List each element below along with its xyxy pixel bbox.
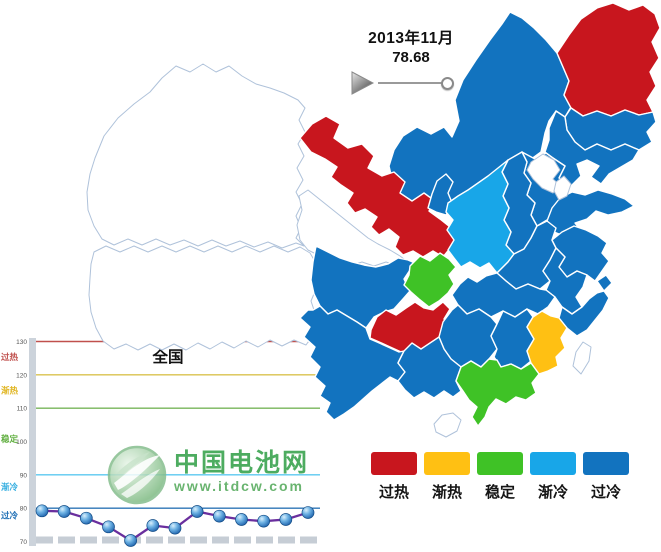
svg-text:90: 90 xyxy=(20,472,28,479)
province-zhejiang[interactable] xyxy=(558,290,610,337)
svg-text:120: 120 xyxy=(16,372,27,379)
timeline-header: 2013年11月 78.68 xyxy=(348,26,474,96)
legend-item-overcooled[interactable]: 过冷 xyxy=(583,452,629,502)
legend-item-stable[interactable]: 稳定 xyxy=(477,452,523,502)
legend-swatch-overcooled[interactable] xyxy=(583,452,629,475)
timeline-player xyxy=(348,70,474,96)
province-taiwan[interactable] xyxy=(572,341,592,375)
province-tianjin[interactable] xyxy=(553,175,572,201)
legend-label: 过热 xyxy=(378,484,409,501)
province-shaanxi[interactable] xyxy=(445,159,515,274)
legend-swatch-stable[interactable] xyxy=(477,452,523,475)
map-legend: 过热 渐热 稳定 渐冷 过冷 xyxy=(371,452,629,502)
province-heilongjiang[interactable] xyxy=(556,2,661,117)
svg-text:70: 70 xyxy=(20,539,28,546)
play-button[interactable] xyxy=(348,70,376,96)
province-hainan[interactable] xyxy=(433,412,462,438)
province-layer xyxy=(86,2,661,438)
svg-text:全国: 全国 xyxy=(151,347,183,366)
legend-item-cooling[interactable]: 渐冷 xyxy=(530,452,576,502)
timeline-current-period: 2013年11月 xyxy=(368,30,454,47)
svg-text:过冷: 过冷 xyxy=(1,511,19,521)
province-xinjiang[interactable] xyxy=(86,63,306,249)
national-index-trend-chart: 70 80 90 100 110 120 130 过热渐热稳定渐冷过冷 全国 xyxy=(0,335,334,552)
legend-label: 渐冷 xyxy=(537,484,568,501)
province-guangdong[interactable] xyxy=(455,358,540,427)
timeline-slider-handle[interactable] xyxy=(441,77,454,90)
svg-text:130: 130 xyxy=(16,339,27,346)
province-chongqing[interactable] xyxy=(403,252,457,308)
province-guangxi[interactable] xyxy=(397,336,462,399)
province-shanghai[interactable] xyxy=(596,274,613,292)
legend-swatch-warming[interactable] xyxy=(424,452,470,475)
svg-text:稳定: 稳定 xyxy=(1,434,19,444)
legend-label: 渐热 xyxy=(431,484,462,501)
svg-text:渐冷: 渐冷 xyxy=(1,482,19,492)
svg-text:渐热: 渐热 xyxy=(1,386,19,396)
svg-text:80: 80 xyxy=(20,506,28,513)
legend-item-overheated[interactable]: 过热 xyxy=(371,452,417,502)
province-xizang[interactable] xyxy=(88,245,317,351)
province-fujian[interactable] xyxy=(526,310,568,375)
svg-text:110: 110 xyxy=(17,406,28,413)
timeline-slider[interactable] xyxy=(378,77,454,90)
legend-swatch-overheated[interactable] xyxy=(371,452,417,475)
province-yunnan[interactable] xyxy=(299,305,406,421)
province-ningxia[interactable] xyxy=(427,173,454,216)
legend-swatch-cooling[interactable] xyxy=(530,452,576,475)
legend-label: 稳定 xyxy=(484,484,515,501)
timeline-current-value: 78.68 xyxy=(392,49,430,66)
legend-label: 过冷 xyxy=(590,484,621,501)
legend-item-warming[interactable]: 渐热 xyxy=(424,452,470,502)
svg-text:过热: 过热 xyxy=(1,352,19,362)
svg-text:100: 100 xyxy=(16,439,27,446)
province-gansu[interactable] xyxy=(299,115,458,258)
